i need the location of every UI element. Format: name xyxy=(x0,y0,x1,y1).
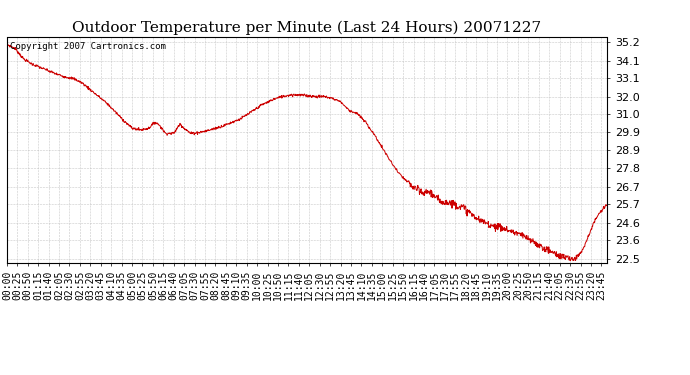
Title: Outdoor Temperature per Minute (Last 24 Hours) 20071227: Outdoor Temperature per Minute (Last 24 … xyxy=(72,21,542,35)
Text: Copyright 2007 Cartronics.com: Copyright 2007 Cartronics.com xyxy=(10,42,166,51)
